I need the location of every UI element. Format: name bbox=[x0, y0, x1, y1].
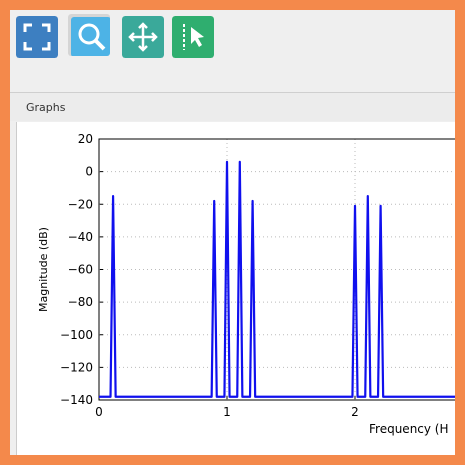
graph-panel: 20 0 −20 −40 −60 −80 −100 −120 −140 0 1 2 Magnitude … bbox=[16, 122, 455, 455]
y-tick-label: −80 bbox=[68, 295, 93, 309]
y-tick-label: −120 bbox=[60, 360, 93, 374]
y-tick-label: −20 bbox=[68, 197, 93, 211]
zoom-button[interactable] bbox=[68, 14, 110, 56]
y-tick-label: −40 bbox=[68, 230, 93, 244]
pan-button[interactable] bbox=[122, 16, 164, 58]
y-tick-label: −60 bbox=[68, 263, 93, 277]
fit-button[interactable] bbox=[16, 16, 58, 58]
x-tick-label: 2 bbox=[351, 405, 359, 419]
y-tick-label: 0 bbox=[85, 165, 93, 179]
spectrum-line bbox=[99, 160, 455, 398]
select-button[interactable] bbox=[172, 16, 214, 58]
x-tick-label: 1 bbox=[223, 405, 231, 419]
tab-label: Graphs bbox=[26, 101, 66, 114]
x-tick-label: 0 bbox=[95, 405, 103, 419]
y-axis-label: Magnitude (dB) bbox=[37, 227, 50, 312]
y-tick-label: −100 bbox=[60, 328, 93, 342]
plot-frame bbox=[98, 138, 455, 401]
x-axis-label: Frequency (H bbox=[369, 422, 449, 436]
tab-bar: Graphs bbox=[10, 92, 455, 121]
y-tick-label: −140 bbox=[60, 393, 93, 407]
y-tick-label: 20 bbox=[78, 132, 93, 146]
